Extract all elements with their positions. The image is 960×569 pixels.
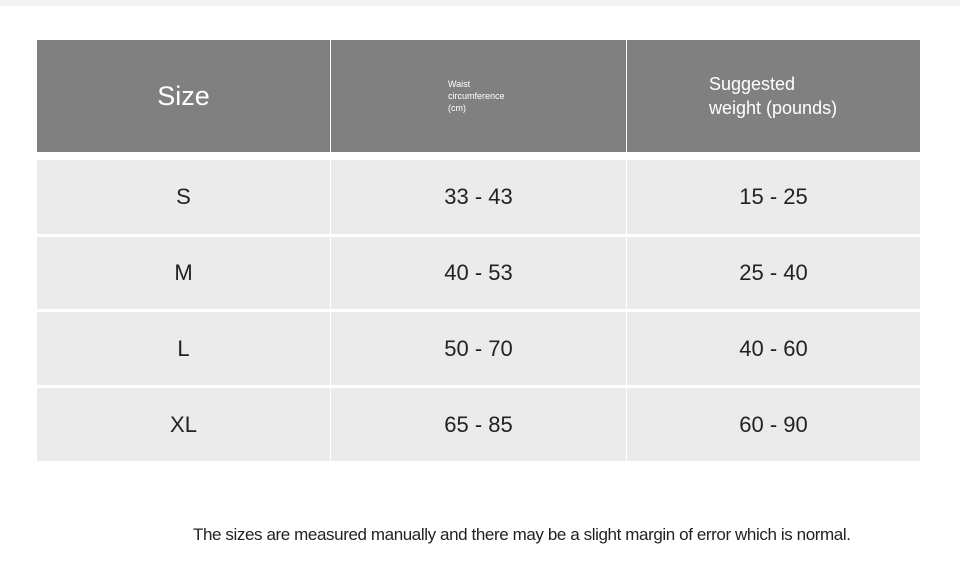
header-cell-text: Waist circumference (cm)	[448, 79, 505, 113]
header-cell: Size	[37, 40, 330, 152]
footnote: The sizes are measured manually and ther…	[193, 525, 851, 544]
table-cell: 25 - 40	[627, 237, 920, 309]
header-cell: Suggested weight (pounds)	[627, 40, 920, 152]
table-cell: 40 - 53	[331, 237, 626, 309]
table-cell: S	[37, 160, 330, 234]
table-cell: L	[37, 312, 330, 385]
table-cell: M	[37, 237, 330, 309]
table-cell: 33 - 43	[331, 160, 626, 234]
table-cell: 50 - 70	[331, 312, 626, 385]
table-cell: XL	[37, 388, 330, 461]
table-cell: 15 - 25	[627, 160, 920, 234]
table-cell: 40 - 60	[627, 312, 920, 385]
table-cell: 65 - 85	[331, 388, 626, 461]
header-cell-text: Suggested weight (pounds)	[709, 74, 838, 118]
top-strip	[0, 0, 960, 6]
table-cell: 60 - 90	[627, 388, 920, 461]
header-cell: Waist circumference (cm)	[331, 40, 626, 152]
